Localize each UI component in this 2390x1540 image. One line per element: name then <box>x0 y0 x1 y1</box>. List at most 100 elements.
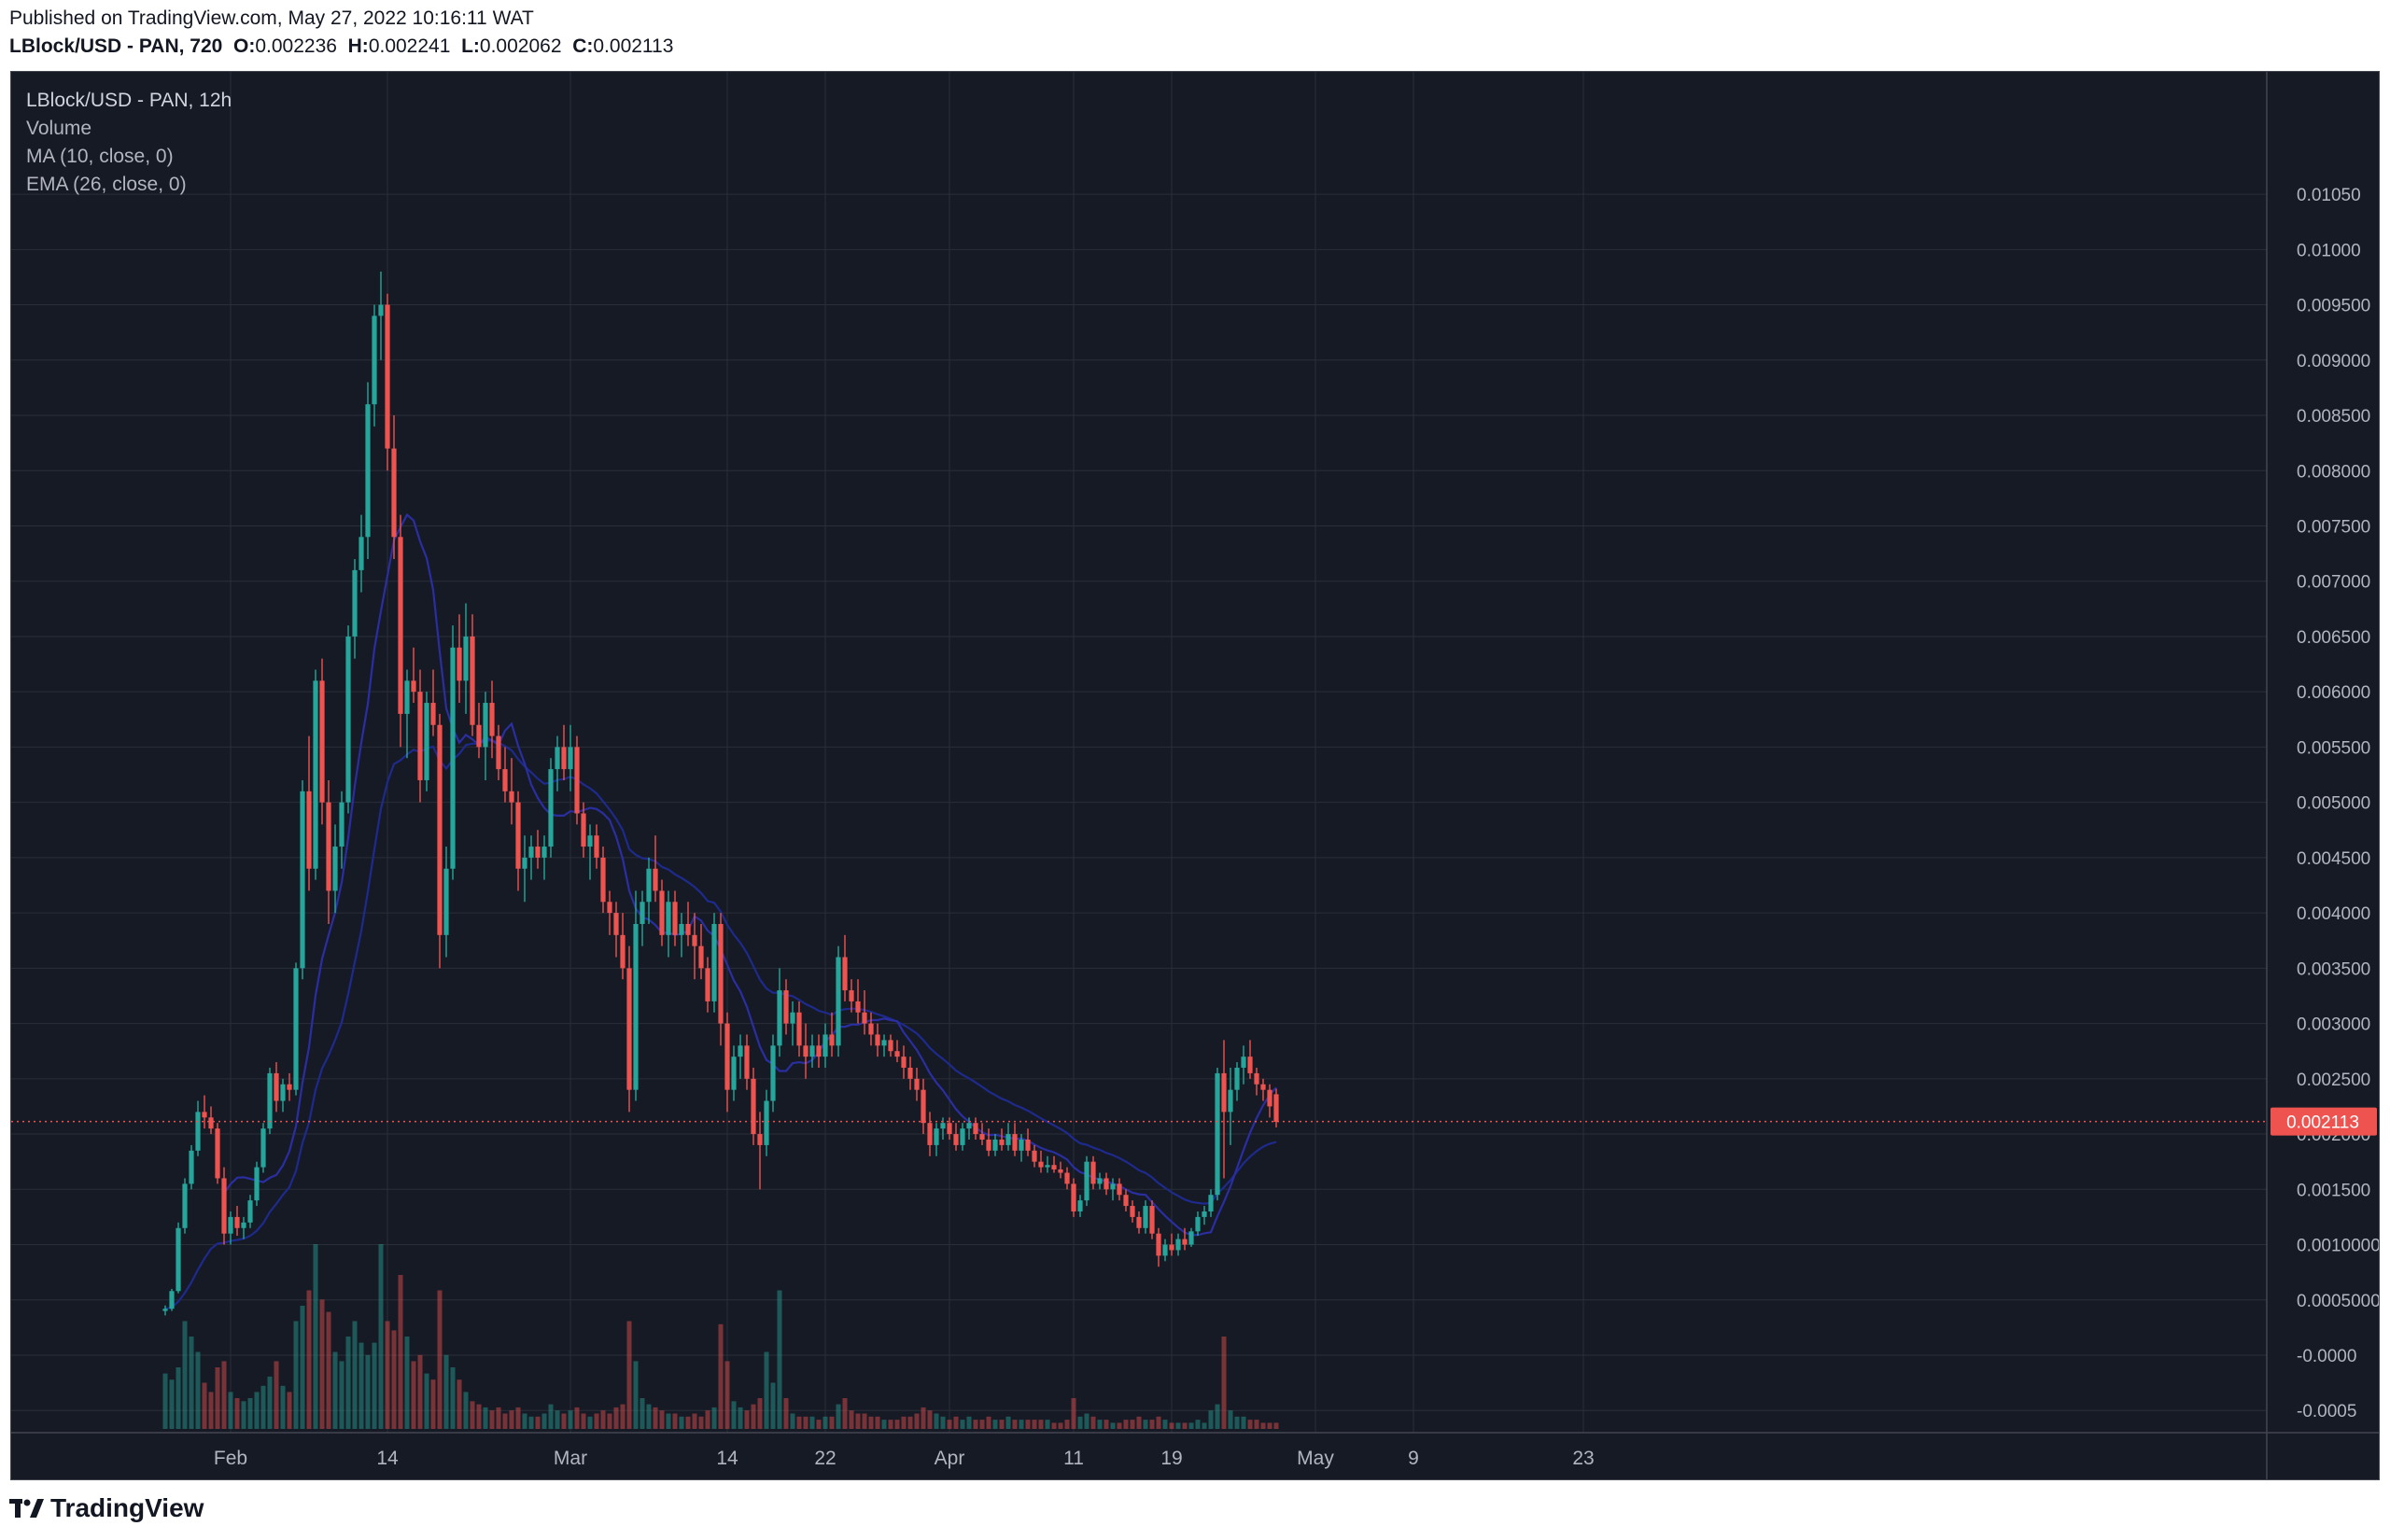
candle-body <box>953 1134 959 1145</box>
candle-body <box>306 791 312 869</box>
tradingview-logo[interactable]: TradingView <box>9 1493 204 1523</box>
chart-background <box>11 72 2379 1479</box>
volume-bar <box>992 1420 998 1429</box>
candle-body <box>633 923 639 1090</box>
close-label: C: <box>572 35 594 57</box>
y-tick-label: -0.0000 <box>2297 1347 2356 1366</box>
candle-body <box>437 724 443 935</box>
last-price-badge <box>2270 1107 2377 1136</box>
volume-bar <box>809 1416 815 1429</box>
candle-body <box>1012 1134 1018 1151</box>
volume-bar <box>842 1398 848 1429</box>
candle-body <box>1104 1178 1109 1190</box>
candle-body <box>783 990 789 1024</box>
candle-body <box>822 1034 828 1057</box>
candle-body <box>836 957 841 1046</box>
volume-bar <box>587 1416 593 1429</box>
legend-ema[interactable]: EMA (26, close, 0) <box>26 174 187 195</box>
candle-body <box>940 1123 946 1129</box>
candle-body <box>1156 1233 1161 1256</box>
volume-bar <box>777 1290 782 1429</box>
candle-body <box>372 315 377 405</box>
volume-bar <box>607 1413 612 1429</box>
volume-bar <box>313 1244 318 1429</box>
candle-body <box>287 1084 292 1090</box>
volume-bar <box>1104 1420 1109 1429</box>
candle-body <box>1260 1084 1266 1090</box>
volume-bar <box>162 1373 168 1429</box>
x-tick-label: 9 <box>1408 1448 1419 1469</box>
candle-body <box>313 680 318 869</box>
volume-bar <box>280 1385 286 1429</box>
y-tick-label: 0.003500 <box>2297 959 2370 979</box>
volume-bar <box>470 1401 475 1429</box>
candle-body <box>169 1291 175 1309</box>
volume-bar <box>1273 1422 1279 1429</box>
candle-body <box>1267 1089 1272 1107</box>
candle-body <box>208 1117 214 1129</box>
volume-bar <box>1162 1420 1168 1429</box>
candle-body <box>1084 1161 1090 1201</box>
legend-volume[interactable]: Volume <box>26 118 92 139</box>
x-tick-label: Feb <box>214 1448 247 1469</box>
candle-body <box>718 923 724 1024</box>
published-line: Published on TradingView.com, May 27, 20… <box>9 7 534 29</box>
candle-body <box>385 304 390 449</box>
legend-ma[interactable]: MA (10, close, 0) <box>26 146 174 167</box>
volume-bar <box>731 1401 737 1429</box>
candle-body <box>1143 1206 1148 1228</box>
volume-bar <box>999 1420 1005 1429</box>
candle-body <box>816 1045 822 1057</box>
candle-body <box>770 1045 776 1101</box>
volume-bar <box>568 1410 573 1429</box>
candle-body <box>986 1139 991 1151</box>
candle-body <box>777 990 782 1046</box>
volume-bar <box>1202 1422 1207 1429</box>
candle-body <box>457 647 462 681</box>
candle-body <box>260 1128 266 1168</box>
candle-body <box>626 968 632 1090</box>
volume-bar <box>849 1410 854 1429</box>
x-tick-label: May <box>1297 1448 1334 1469</box>
volume-bar <box>169 1379 175 1429</box>
volume-bar <box>215 1367 220 1429</box>
volume-bar <box>960 1420 965 1429</box>
volume-bar <box>1077 1416 1083 1429</box>
price-chart[interactable]: 0.01050 0.01000 0.009500 0.009000 0.008500 0.… <box>11 72 2379 1479</box>
volume-bar <box>483 1407 488 1429</box>
volume-bar <box>1136 1416 1142 1429</box>
close-value: 0.002113 <box>593 35 674 57</box>
volume-bar <box>934 1413 939 1429</box>
candle-body <box>417 692 423 780</box>
volume-bar <box>692 1413 697 1429</box>
y-tick-label: 0.006000 <box>2297 683 2370 703</box>
candle-body <box>195 1112 201 1151</box>
volume-bar <box>1188 1422 1194 1429</box>
volume-bar <box>790 1413 795 1429</box>
volume-bar <box>1117 1422 1122 1429</box>
volume-bar <box>391 1330 397 1429</box>
volume-bar <box>509 1410 514 1429</box>
candle-body <box>365 404 371 538</box>
volume-bar <box>1084 1413 1090 1429</box>
volume-bar <box>1260 1422 1266 1429</box>
candle-body <box>855 1001 861 1013</box>
volume-bar <box>1130 1420 1135 1429</box>
candle-body <box>1117 1183 1122 1196</box>
volume-bar <box>1182 1422 1188 1429</box>
volume-bar <box>1221 1337 1227 1429</box>
candle-body <box>594 835 599 858</box>
volume-bar <box>796 1416 802 1429</box>
candle-body <box>653 868 658 891</box>
y-tick-label: 0.002500 <box>2297 1071 2370 1090</box>
volume-bar <box>1012 1420 1018 1429</box>
candle-body <box>228 1216 233 1234</box>
candle-body <box>796 1012 802 1046</box>
volume-bar <box>901 1416 907 1429</box>
chart-frame[interactable]: 0.01050 0.01000 0.009500 0.009000 0.008500 0.… <box>10 71 2380 1480</box>
volume-bar <box>404 1337 410 1429</box>
volume-bar <box>1110 1422 1116 1429</box>
y-tick-label: 0.006500 <box>2297 628 2370 648</box>
candle-body <box>528 847 534 858</box>
legend-symbol[interactable]: LBlock/USD - PAN, 12h <box>26 90 232 111</box>
